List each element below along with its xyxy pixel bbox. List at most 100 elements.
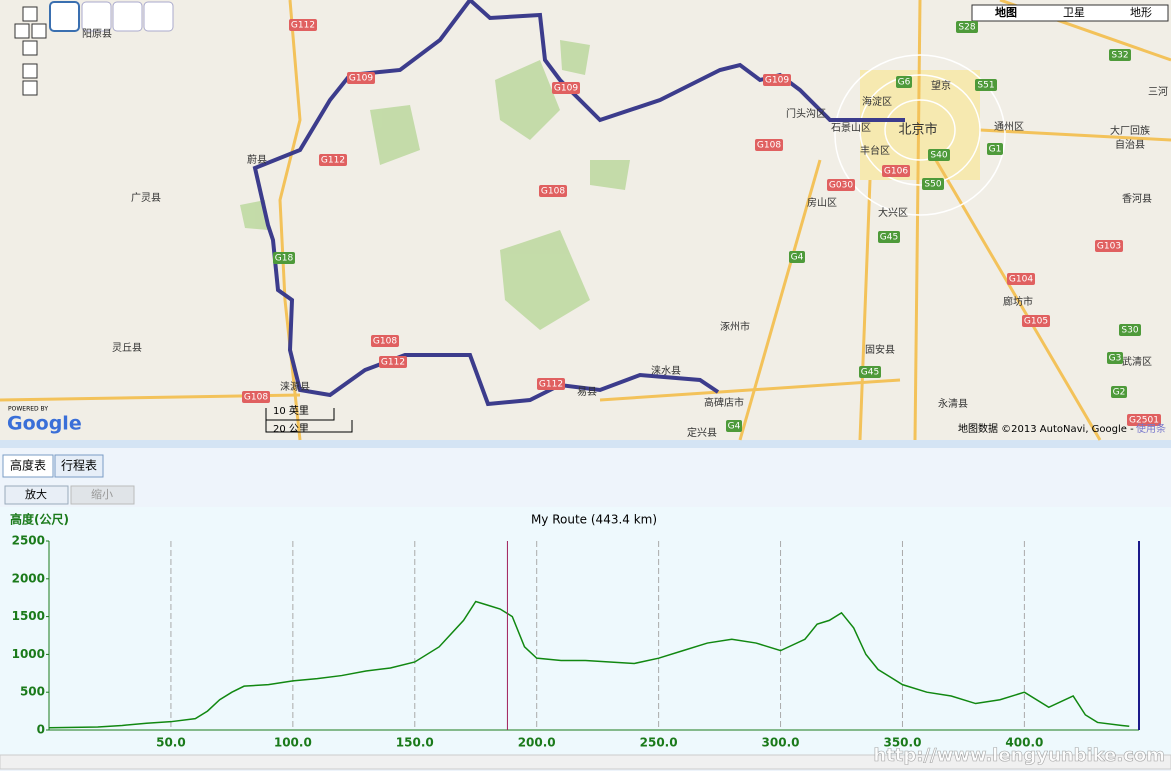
road-shield bbox=[347, 72, 375, 84]
y-tick-label: 0 bbox=[37, 723, 45, 737]
place-label: 通州区 bbox=[994, 121, 1024, 133]
road-label: G112 bbox=[291, 21, 315, 31]
road-label: G4 bbox=[728, 422, 741, 432]
y-tick-label: 500 bbox=[20, 685, 45, 699]
road-shield bbox=[539, 185, 567, 197]
road-shield bbox=[878, 231, 900, 243]
road-label: G108 bbox=[244, 393, 268, 403]
road-shield bbox=[789, 251, 805, 263]
road-label: G1 bbox=[989, 145, 1002, 155]
scrollbar[interactable] bbox=[0, 754, 1171, 770]
y-tick-label: 2000 bbox=[12, 571, 45, 585]
road-shield bbox=[273, 252, 295, 264]
road-shield bbox=[975, 79, 997, 91]
button-label: 缩小 bbox=[91, 488, 113, 501]
x-tick-label: 150.0 bbox=[396, 736, 434, 750]
road-label: S51 bbox=[977, 81, 994, 91]
attribution: 地图数据 ©2013 AutoNavi, Google - bbox=[958, 422, 1134, 435]
road-shield bbox=[827, 179, 855, 191]
road-shield bbox=[859, 366, 881, 378]
road-shield bbox=[1109, 49, 1131, 61]
road-label: G45 bbox=[861, 368, 879, 378]
road-label: G112 bbox=[539, 380, 563, 390]
road-label: G104 bbox=[1009, 275, 1033, 285]
road-shield bbox=[726, 420, 742, 432]
road-label: S40 bbox=[930, 151, 947, 161]
place-label: 永清县 bbox=[938, 397, 968, 410]
road-shield bbox=[882, 165, 910, 177]
button[interactable] bbox=[4, 485, 69, 505]
road-shield bbox=[1007, 273, 1035, 285]
y-tick-label: 2500 bbox=[12, 534, 45, 548]
place-label: 石景山区 bbox=[831, 122, 871, 134]
road-shield bbox=[1127, 414, 1161, 426]
watermark: http://www.lengyunbike.com bbox=[873, 745, 1165, 766]
x-tick-label: 300.0 bbox=[762, 736, 800, 750]
road-shield bbox=[1107, 352, 1123, 364]
road-label: G4 bbox=[791, 253, 804, 263]
place-label: 房山区 bbox=[807, 196, 837, 209]
road-label: S50 bbox=[924, 180, 941, 190]
map-type: 地图 bbox=[995, 5, 1017, 19]
road-label: G108 bbox=[541, 187, 565, 197]
map-type: 卫星 bbox=[1063, 6, 1085, 19]
powered-by: POWERED BY bbox=[8, 406, 48, 413]
x-tick-label: 350.0 bbox=[883, 736, 921, 750]
road-label: S28 bbox=[958, 23, 975, 33]
road-label: G3 bbox=[1109, 354, 1122, 364]
road-label: G109 bbox=[765, 76, 789, 86]
road-label: S30 bbox=[1121, 326, 1138, 336]
road-label: G2501 bbox=[1129, 416, 1159, 426]
chart-bg bbox=[0, 507, 1171, 757]
place-label: 海淀区 bbox=[862, 95, 892, 108]
place-label: 望京 bbox=[931, 79, 951, 92]
terms-link: 使用条 bbox=[1136, 422, 1166, 435]
roads bbox=[0, 0, 1171, 441]
road-shield bbox=[763, 74, 791, 86]
road-label: G2 bbox=[1113, 388, 1126, 398]
road-label: S32 bbox=[1111, 51, 1128, 61]
ring-roads bbox=[834, 54, 1006, 216]
road-label: G108 bbox=[373, 337, 397, 347]
place-label: 蔚县 bbox=[247, 154, 267, 166]
road-shield bbox=[1095, 240, 1123, 252]
chart-title: My Route (443.4 km) bbox=[531, 513, 657, 527]
route bbox=[252, 0, 905, 407]
y-axis-label: 高度(公尺) bbox=[10, 512, 69, 527]
place-label: 大厂回族 bbox=[1110, 124, 1150, 137]
google-logo: Google bbox=[7, 413, 82, 435]
road-label: G109 bbox=[349, 74, 373, 84]
map-controls bbox=[14, 1, 1169, 96]
x-tick-label: 400.0 bbox=[1005, 736, 1043, 750]
x-tick-label: 50.0 bbox=[156, 736, 186, 750]
place-label: 定兴县 bbox=[687, 426, 717, 439]
button[interactable] bbox=[70, 485, 135, 505]
road-label: G112 bbox=[381, 358, 405, 368]
elevation-line bbox=[48, 600, 1130, 729]
place-label: 丰台区 bbox=[860, 144, 890, 157]
scale-label: 20 公里 bbox=[273, 423, 309, 435]
x-tick-label: 100.0 bbox=[274, 736, 312, 750]
place-label: 廊坊市 bbox=[1003, 295, 1033, 308]
road-label: G6 bbox=[898, 78, 911, 88]
road-shield bbox=[371, 335, 399, 347]
tab-label: 高度表 bbox=[10, 458, 46, 473]
place-label: 门头沟区 bbox=[786, 107, 826, 120]
road-shield bbox=[319, 154, 347, 166]
road-shield bbox=[242, 391, 270, 403]
place-label: 自治县 bbox=[1115, 138, 1145, 151]
tab[interactable] bbox=[54, 454, 104, 478]
road-label: G112 bbox=[321, 156, 345, 166]
road-shield bbox=[896, 76, 912, 88]
road-label: G105 bbox=[1024, 317, 1048, 327]
road-shield bbox=[755, 139, 783, 151]
road-label: G109 bbox=[554, 84, 578, 94]
place-label: 易县 bbox=[577, 386, 597, 398]
tab[interactable] bbox=[2, 454, 54, 478]
road-label: G030 bbox=[829, 181, 853, 191]
road-shield bbox=[552, 82, 580, 94]
x-tick-label: 200.0 bbox=[518, 736, 556, 750]
map-type: 地形 bbox=[1130, 6, 1152, 19]
road-shield bbox=[289, 19, 317, 31]
